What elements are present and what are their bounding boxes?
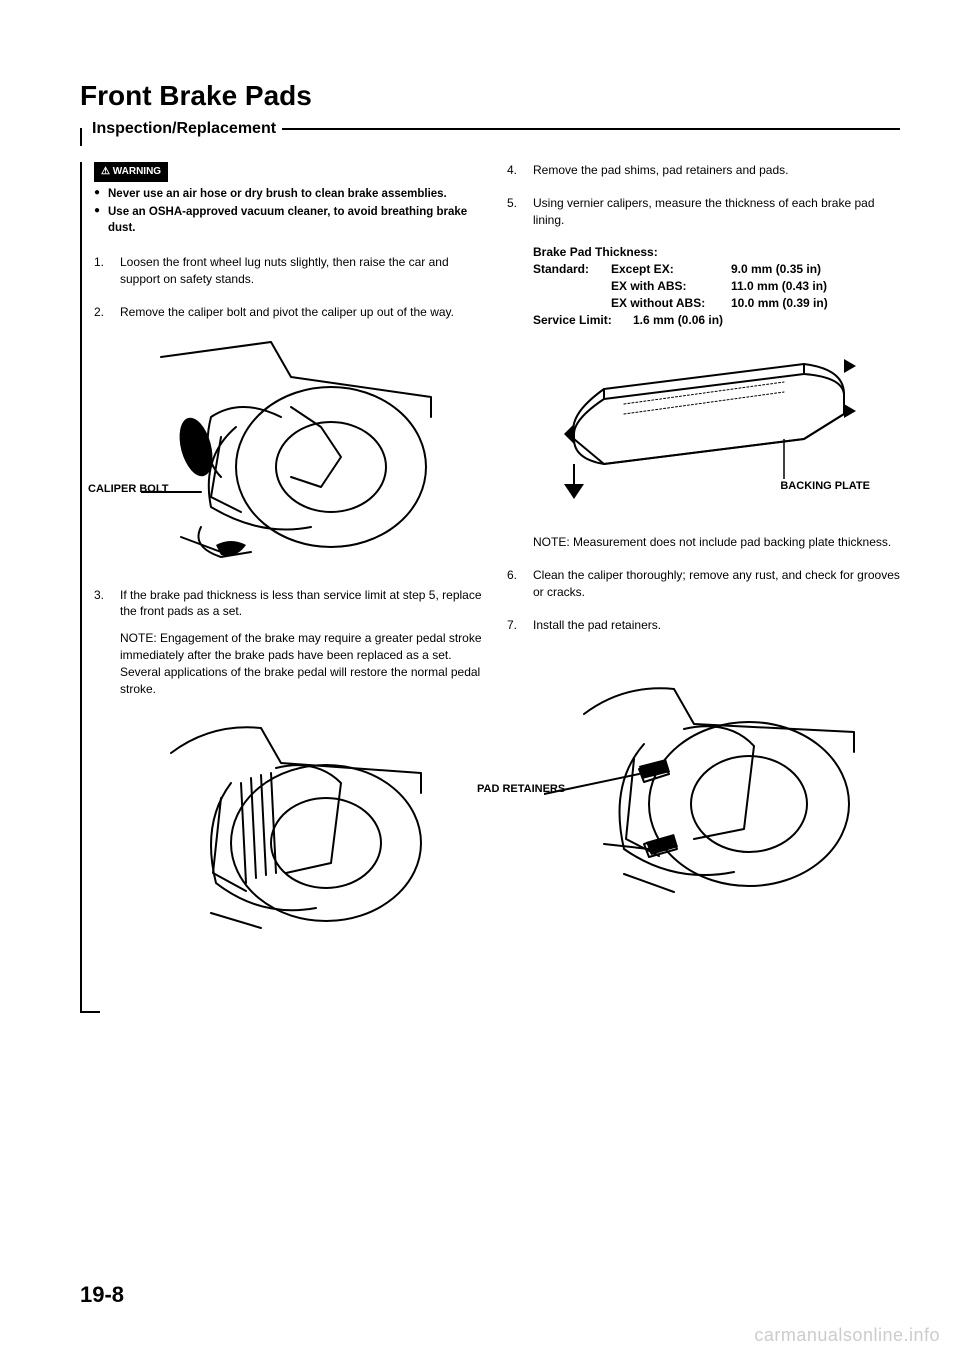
- step-number: 1.: [94, 254, 104, 271]
- backing-plate-label: BACKING PLATE: [780, 479, 870, 494]
- warning-item: Use an OSHA-approved vacuum cleaner, to …: [94, 204, 487, 236]
- section-rule: [282, 128, 900, 130]
- right-steps: 4. Remove the pad shims, pad retainers a…: [507, 162, 900, 228]
- left-column: ⚠ WARNING Never use an air hose or dry b…: [94, 162, 487, 953]
- spec-val: 11.0 mm (0.43 in): [731, 278, 827, 295]
- left-steps-cont: 3. If the brake pad thickness is less th…: [94, 587, 487, 698]
- page-title: Front Brake Pads: [80, 80, 900, 112]
- warning-list: Never use an air hose or dry brush to cl…: [94, 186, 487, 236]
- step-2: 2. Remove the caliper bolt and pivot the…: [94, 304, 487, 321]
- right-steps-cont: 6. Clean the caliper thoroughly; remove …: [507, 567, 900, 633]
- caliper-bolt-label: CALIPER BOLT: [88, 482, 168, 497]
- step-7: 7. Install the pad retainers.: [507, 617, 900, 634]
- spec-service-val: 1.6 mm (0.06 in): [633, 312, 723, 329]
- step-number: 6.: [507, 567, 517, 584]
- figure-pad-retainers: PAD RETAINERS: [507, 674, 900, 904]
- spec-title: Brake Pad Thickness:: [533, 244, 900, 261]
- figure-brake-pad: BACKING PLATE: [507, 344, 900, 514]
- step-text: Clean the caliper thoroughly; remove any…: [533, 568, 900, 599]
- step-number: 2.: [94, 304, 104, 321]
- step-number: 4.: [507, 162, 517, 179]
- step-text: Using vernier calipers, measure the thic…: [533, 196, 875, 227]
- step-number: 5.: [507, 195, 517, 212]
- section-header: Inspection/Replacement: [80, 120, 900, 138]
- step-note: NOTE: Engagement of the brake may requir…: [120, 630, 487, 697]
- section-title: Inspection/Replacement: [92, 120, 276, 138]
- step-3: 3. If the brake pad thickness is less th…: [94, 587, 487, 698]
- spec-standard-label: Standard:: [533, 261, 611, 278]
- step-text: Loosen the front wheel lug nuts slightly…: [120, 255, 449, 286]
- spec-key: EX without ABS:: [611, 295, 731, 312]
- left-steps: 1. Loosen the front wheel lug nuts sligh…: [94, 254, 487, 320]
- spec-block: Brake Pad Thickness: Standard: Except EX…: [533, 244, 900, 328]
- figure-open-caliper: [94, 713, 487, 933]
- warning-item: Never use an air hose or dry brush to cl…: [94, 186, 487, 202]
- spec-val: 10.0 mm (0.39 in): [731, 295, 828, 312]
- watermark: carmanualsonline.info: [754, 1325, 940, 1346]
- step-6: 6. Clean the caliper thoroughly; remove …: [507, 567, 900, 601]
- pad-retainers-label: PAD RETAINERS: [477, 782, 565, 797]
- figure-caliper: CALIPER BOLT: [94, 337, 487, 567]
- step-number: 7.: [507, 617, 517, 634]
- measurement-note: NOTE: Measurement does not include pad b…: [533, 534, 900, 551]
- spec-service-label: Service Limit:: [533, 312, 633, 329]
- step-text: If the brake pad thickness is less than …: [120, 588, 482, 619]
- step-4: 4. Remove the pad shims, pad retainers a…: [507, 162, 900, 179]
- step-text: Install the pad retainers.: [533, 618, 661, 632]
- spec-key: EX with ABS:: [611, 278, 731, 295]
- step-number: 3.: [94, 587, 104, 604]
- spec-val: 9.0 mm (0.35 in): [731, 261, 821, 278]
- warning-badge: ⚠ WARNING: [94, 162, 168, 182]
- content-frame: ⚠ WARNING Never use an air hose or dry b…: [80, 162, 900, 1013]
- step-text: Remove the caliper bolt and pivot the ca…: [120, 305, 454, 319]
- step-text: Remove the pad shims, pad retainers and …: [533, 163, 788, 177]
- page-number: 19-8: [80, 1282, 124, 1308]
- spec-key: Except EX:: [611, 261, 731, 278]
- step-5: 5. Using vernier calipers, measure the t…: [507, 195, 900, 229]
- step-1: 1. Loosen the front wheel lug nuts sligh…: [94, 254, 487, 288]
- right-column: 4. Remove the pad shims, pad retainers a…: [507, 162, 900, 953]
